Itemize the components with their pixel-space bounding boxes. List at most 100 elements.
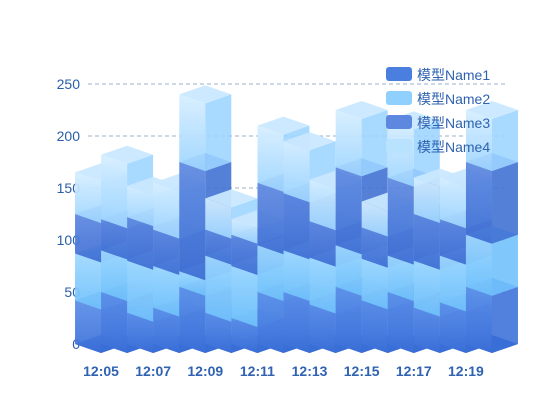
bar-segment-left-face — [101, 292, 128, 353]
bar-segment-right-face — [491, 162, 518, 244]
bar-segment-left-face — [361, 300, 388, 353]
bar-segment-left-face — [309, 257, 336, 314]
bar-segment-top — [101, 145, 154, 164]
bar-segment-left-face — [127, 312, 154, 353]
bar-segment-right-face — [491, 110, 518, 171]
x-axis: 12:05 12:07 12:09 12:11 12:13 12:15 12:17 12:19 — [83, 363, 484, 379]
bar-segment-left-face — [465, 162, 492, 244]
x-tick-label: 12:09 — [187, 363, 223, 379]
bar-segment-left-face — [153, 229, 180, 275]
y-tick-label: 200 — [57, 128, 81, 144]
bar-segment-left-face — [101, 154, 128, 229]
bar-segment-left-face — [179, 271, 206, 296]
bar-segment-left-face — [75, 214, 102, 263]
bar-segment-left-face — [387, 292, 414, 353]
bar-segment-left-face — [465, 286, 492, 353]
legend-swatch[interactable] — [386, 67, 412, 81]
bar-segment-left-face — [413, 177, 440, 223]
bar-segment-left-face — [101, 250, 128, 301]
bar-segment-left-face — [439, 302, 466, 353]
bar-segment-left-face — [335, 110, 362, 177]
x-tick-label: 12:05 — [83, 363, 119, 379]
bar-segment-left-face — [205, 198, 232, 239]
x-tick-label: 12:17 — [396, 363, 432, 379]
bar-segment-left-face — [439, 255, 466, 312]
bar-segment-left-face — [231, 318, 258, 353]
bar-segment-left-face — [205, 229, 232, 265]
bar-segment-left-face — [257, 182, 284, 255]
legend[interactable]: 模型Name1 模型Name2 模型Name3 模型Name4 — [386, 67, 490, 155]
legend-label[interactable]: 模型Name3 — [417, 115, 490, 131]
bar-segment-right-face — [205, 94, 232, 171]
bar-segment-right-face — [413, 120, 440, 187]
bars — [75, 85, 518, 353]
bar-segment-left-face — [309, 221, 336, 267]
bar-segment-left-face — [335, 245, 362, 296]
bar-segment-top — [257, 116, 310, 135]
bar-segment-left-face — [387, 120, 414, 187]
bar-segment-right-face — [361, 110, 388, 177]
bar-segment-left-face — [413, 214, 440, 270]
bar-segment-left-face — [153, 266, 180, 317]
bar-segment-left-face — [101, 219, 128, 260]
bar-segment-left-face — [75, 300, 102, 353]
bar-segment-left-face — [413, 307, 440, 353]
bar-segment-left-face — [335, 167, 362, 255]
bar-segment-left-face — [231, 266, 258, 327]
bar-segment-left-face — [257, 125, 284, 192]
bar-segment-left-face — [127, 260, 154, 322]
bar-segment-right-face — [491, 234, 518, 296]
bar-segment-left-face — [205, 312, 232, 353]
bar-segment-left-face — [231, 234, 258, 275]
y-tick-label: 100 — [57, 232, 81, 248]
bar-segment-left-face — [465, 234, 492, 296]
bar-segment-left-face — [309, 179, 336, 231]
bar-segment-left-face — [75, 172, 102, 223]
bar-segment-left-face — [75, 253, 102, 310]
x-tick-label: 12:07 — [135, 363, 171, 379]
x-tick-label: 12:19 — [448, 363, 484, 379]
bar-segment-left-face — [231, 219, 258, 244]
bar-segment-left-face — [179, 162, 206, 281]
y-tick-label: 250 — [57, 76, 81, 92]
bar-segment-left-face — [153, 182, 180, 239]
bar-segment-left-face — [387, 177, 414, 265]
bar-segment-left-face — [153, 307, 180, 353]
bar-segment-top — [465, 101, 518, 119]
legend-swatch[interactable] — [386, 115, 412, 129]
bar-segment-left-face — [179, 286, 206, 353]
bar-segment-left-face — [335, 286, 362, 353]
x-tick-label: 12:15 — [344, 363, 380, 379]
bar-segment-left-face — [283, 141, 310, 203]
bar-segment-left-face — [439, 177, 466, 229]
bar-segment-left-face — [361, 201, 388, 237]
y-tick-label: 150 — [57, 180, 81, 196]
bar-segment-top — [179, 85, 232, 104]
bar-segment-left-face — [413, 260, 440, 317]
legend-label[interactable]: 模型Name2 — [417, 91, 490, 107]
bar-segment-left-face — [387, 255, 414, 301]
legend-label[interactable]: 模型Name4 — [417, 139, 490, 155]
bar-segment-top — [205, 189, 258, 208]
bar-segment-left-face — [439, 219, 466, 265]
bar-segment-left-face — [257, 292, 284, 353]
x-tick-label: 12:11 — [240, 363, 275, 379]
bar-segment-left-face — [283, 250, 310, 301]
bar-segment-left-face — [283, 292, 310, 353]
legend-swatch[interactable] — [386, 139, 412, 153]
legend-swatch[interactable] — [386, 91, 412, 105]
bar-segment-left-face — [361, 258, 388, 310]
legend-label[interactable]: 模型Name1 — [417, 67, 490, 83]
bar-segment-left-face — [179, 94, 206, 171]
bar-segment-left-face — [205, 255, 232, 322]
bar-segment-top — [335, 101, 388, 119]
bar-segment-top — [283, 132, 336, 151]
bar-segment-left-face — [127, 185, 154, 227]
bar-segment-left-face — [361, 227, 388, 268]
bar-segment-left-face — [257, 245, 284, 301]
bar-segment-left-face — [465, 110, 492, 171]
bar-segment-left-face — [283, 193, 310, 260]
x-tick-label: 12:13 — [292, 363, 328, 379]
